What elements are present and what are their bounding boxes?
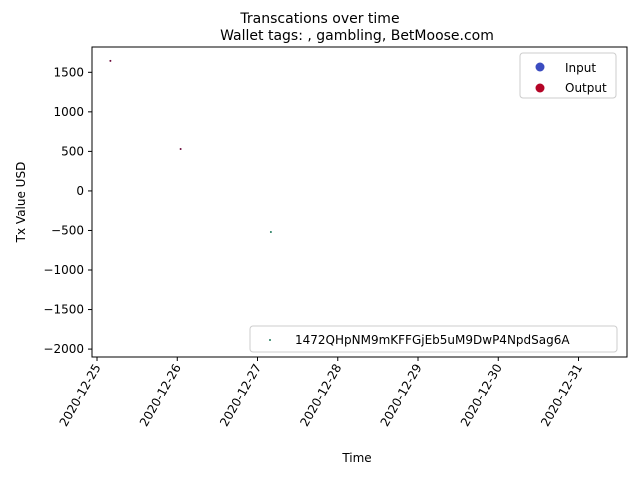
- legend-marker-output: [535, 83, 545, 93]
- y-tick-label: −1000: [43, 263, 84, 277]
- legend-label-input: Input: [565, 61, 596, 75]
- legend-marker-input: [535, 62, 545, 72]
- data-point: [109, 59, 112, 62]
- data-point: [179, 148, 182, 151]
- plot-frame: [91, 46, 628, 358]
- y-tick-label: −500: [51, 223, 84, 237]
- chart-title: Wallet tags: , gambling, BetMoose.com: [220, 28, 494, 44]
- x-axis: 2020-12-25 2020-12-26 2020-12-27 2020-12-28…: [57, 357, 585, 429]
- legend-types: Input Output: [519, 52, 617, 99]
- y-tick-label: −1500: [43, 303, 84, 317]
- y-axis-label: Tx Value USD: [14, 162, 28, 244]
- x-axis-label: Time: [341, 451, 371, 465]
- y-tick-label: 500: [61, 144, 84, 158]
- y-tick-label: 0: [76, 184, 84, 198]
- x-tick-label: 2020-12-25: [57, 362, 104, 429]
- chart-suptitle: Transcations over time: [239, 11, 399, 27]
- x-tick-label: 2020-12-27: [217, 362, 264, 429]
- legend-address: 1472QHpNM9mKFFGjEb5uM9DwP4NpdSag6A: [249, 325, 618, 353]
- y-tick-label: 1000: [53, 105, 84, 119]
- data-point: [269, 231, 272, 234]
- data-points: [109, 59, 272, 234]
- x-tick-label: 2020-12-31: [538, 362, 585, 429]
- y-tick-label: −2000: [43, 342, 84, 356]
- legend-label-output: Output: [565, 81, 607, 95]
- legend-marker-address: [269, 339, 271, 341]
- y-tick-label: 1500: [53, 65, 84, 79]
- x-tick-label: 2020-12-30: [458, 362, 505, 429]
- legend-label-address: 1472QHpNM9mKFFGjEb5uM9DwP4NpdSag6A: [295, 333, 570, 347]
- y-axis: 1500 1000 500 0 −500 −1000 −1500 −2000: [43, 65, 92, 356]
- plot-area: [91, 46, 628, 358]
- x-tick-label: 2020-12-29: [378, 362, 425, 429]
- x-tick-label: 2020-12-28: [297, 362, 344, 429]
- x-tick-label: 2020-12-26: [137, 362, 184, 429]
- legend-box: [249, 325, 618, 353]
